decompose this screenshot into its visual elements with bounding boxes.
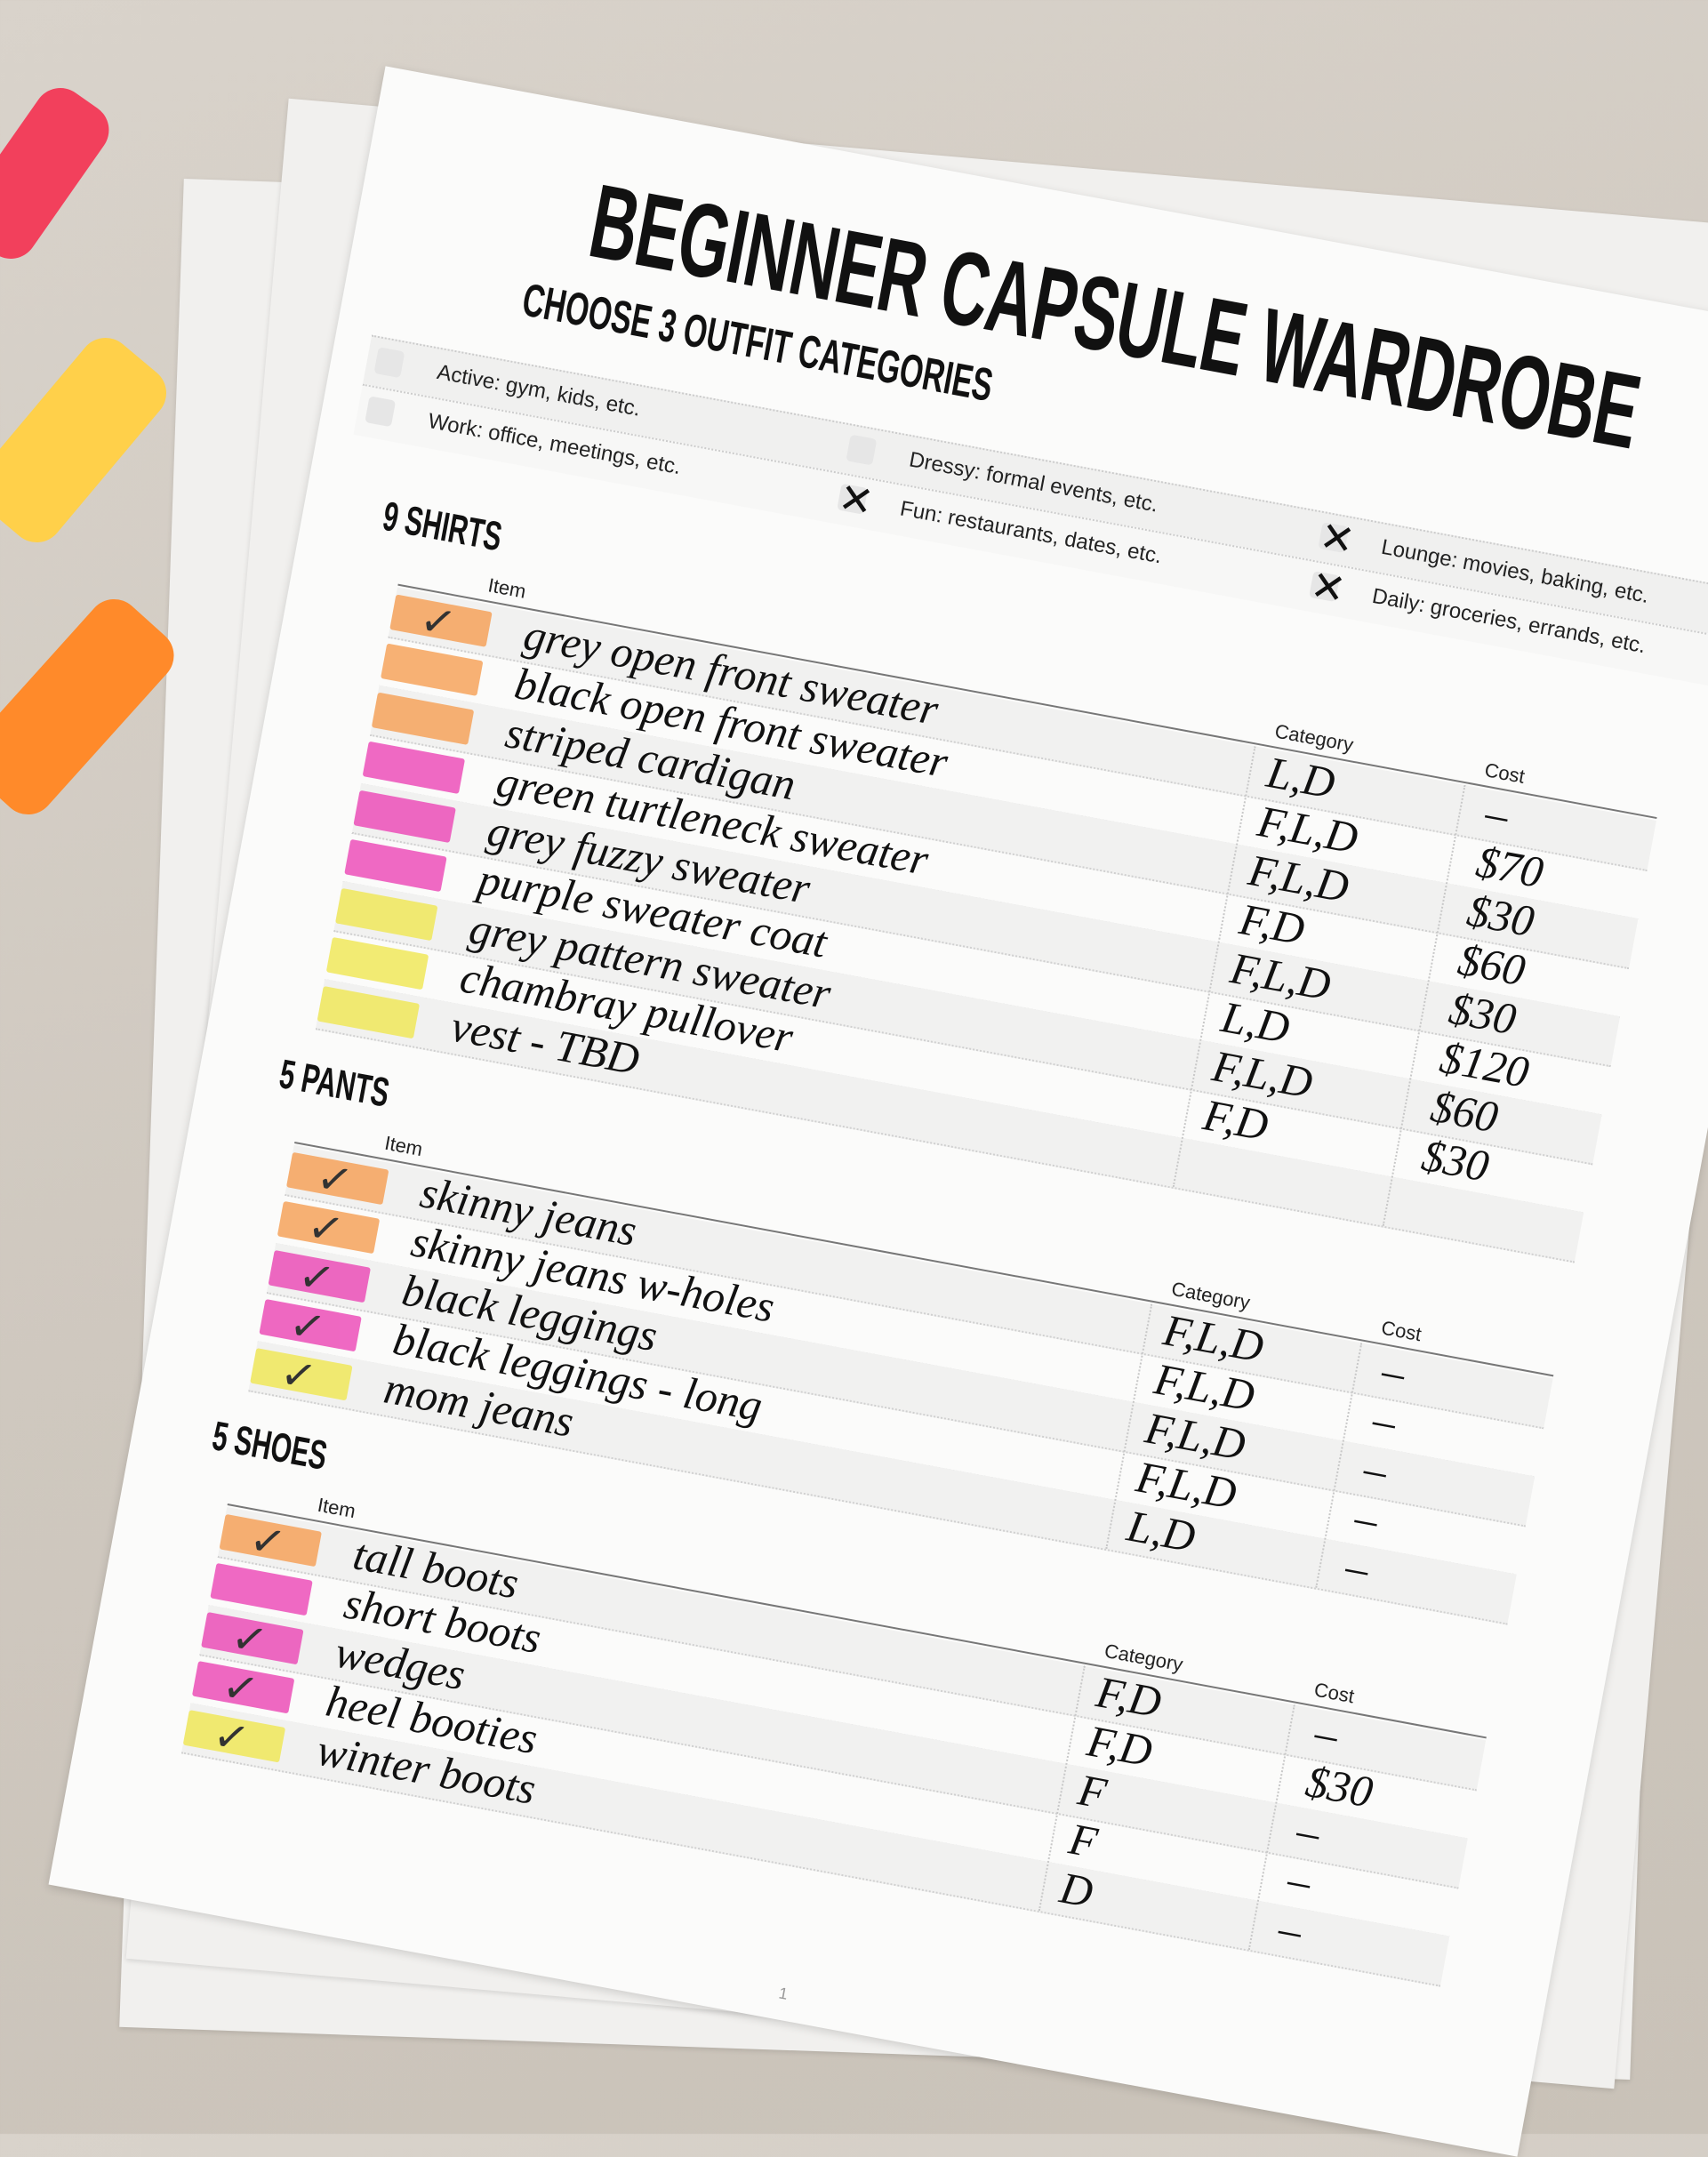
- category-checkbox[interactable]: [365, 396, 397, 428]
- item-cost: –: [1359, 1442, 1391, 1496]
- checkmark-icon: ✓: [415, 594, 461, 650]
- cost-column-header: Cost: [1379, 1316, 1423, 1346]
- item-category: F: [1065, 1813, 1102, 1868]
- item-column-header: Item: [382, 1131, 425, 1161]
- cost-column-header: Cost: [1312, 1678, 1357, 1708]
- page-number: 1: [777, 1984, 790, 2003]
- checkmark-icon: ✓: [218, 1660, 263, 1717]
- item-column-header: Item: [316, 1493, 357, 1523]
- category-checkbox[interactable]: ✕: [1307, 560, 1350, 613]
- cost-column-header: Cost: [1482, 758, 1527, 788]
- item-category: L,D: [1123, 1500, 1199, 1562]
- item-cost: –: [1378, 1344, 1409, 1399]
- highlight-swatch[interactable]: ✓: [182, 1710, 286, 1766]
- item-column-header: Item: [485, 573, 528, 603]
- item-category: F: [1074, 1764, 1111, 1819]
- checkmark-icon: ✓: [227, 1611, 272, 1668]
- checkmark-icon: ✓: [294, 1249, 339, 1306]
- category-checkbox[interactable]: [373, 347, 405, 379]
- item-category: D: [1056, 1862, 1097, 1918]
- pink-highlighter: [0, 77, 120, 269]
- checkmark-icon: ✓: [209, 1710, 254, 1766]
- item-cost: –: [1368, 1393, 1400, 1447]
- category-checkbox[interactable]: ✕: [835, 473, 878, 526]
- item-cost: –: [1351, 1491, 1383, 1545]
- category-checkbox[interactable]: [846, 434, 878, 466]
- checkmark-icon: ✓: [285, 1298, 330, 1355]
- item-category: F,D: [1199, 1089, 1272, 1151]
- checkmark-icon: ✓: [303, 1200, 349, 1257]
- section-heading: 9 SHIRTS: [379, 492, 506, 560]
- item-cost: –: [1342, 1541, 1374, 1594]
- item-cost: –: [1274, 1903, 1306, 1956]
- highlight-swatch[interactable]: ✓: [250, 1347, 353, 1404]
- section-heading: 5 SHOES: [209, 1412, 331, 1479]
- checkmark-icon: ✓: [312, 1151, 357, 1208]
- checkmark-icon: ✓: [276, 1347, 321, 1404]
- item-cost: –: [1293, 1804, 1325, 1858]
- category-checkbox[interactable]: ✕: [1316, 511, 1359, 565]
- section-heading: 5 PANTS: [276, 1050, 393, 1116]
- item-cost: –: [1284, 1854, 1315, 1907]
- highlight-swatch[interactable]: [317, 985, 421, 1039]
- item-cost: –: [1311, 1706, 1343, 1760]
- checkmark-icon: ✓: [245, 1513, 290, 1570]
- item-cost: $30: [1417, 1129, 1493, 1191]
- item-cost: –: [1481, 787, 1513, 841]
- yellow-highlighter: [0, 326, 178, 554]
- orange-highlighter: [0, 588, 185, 826]
